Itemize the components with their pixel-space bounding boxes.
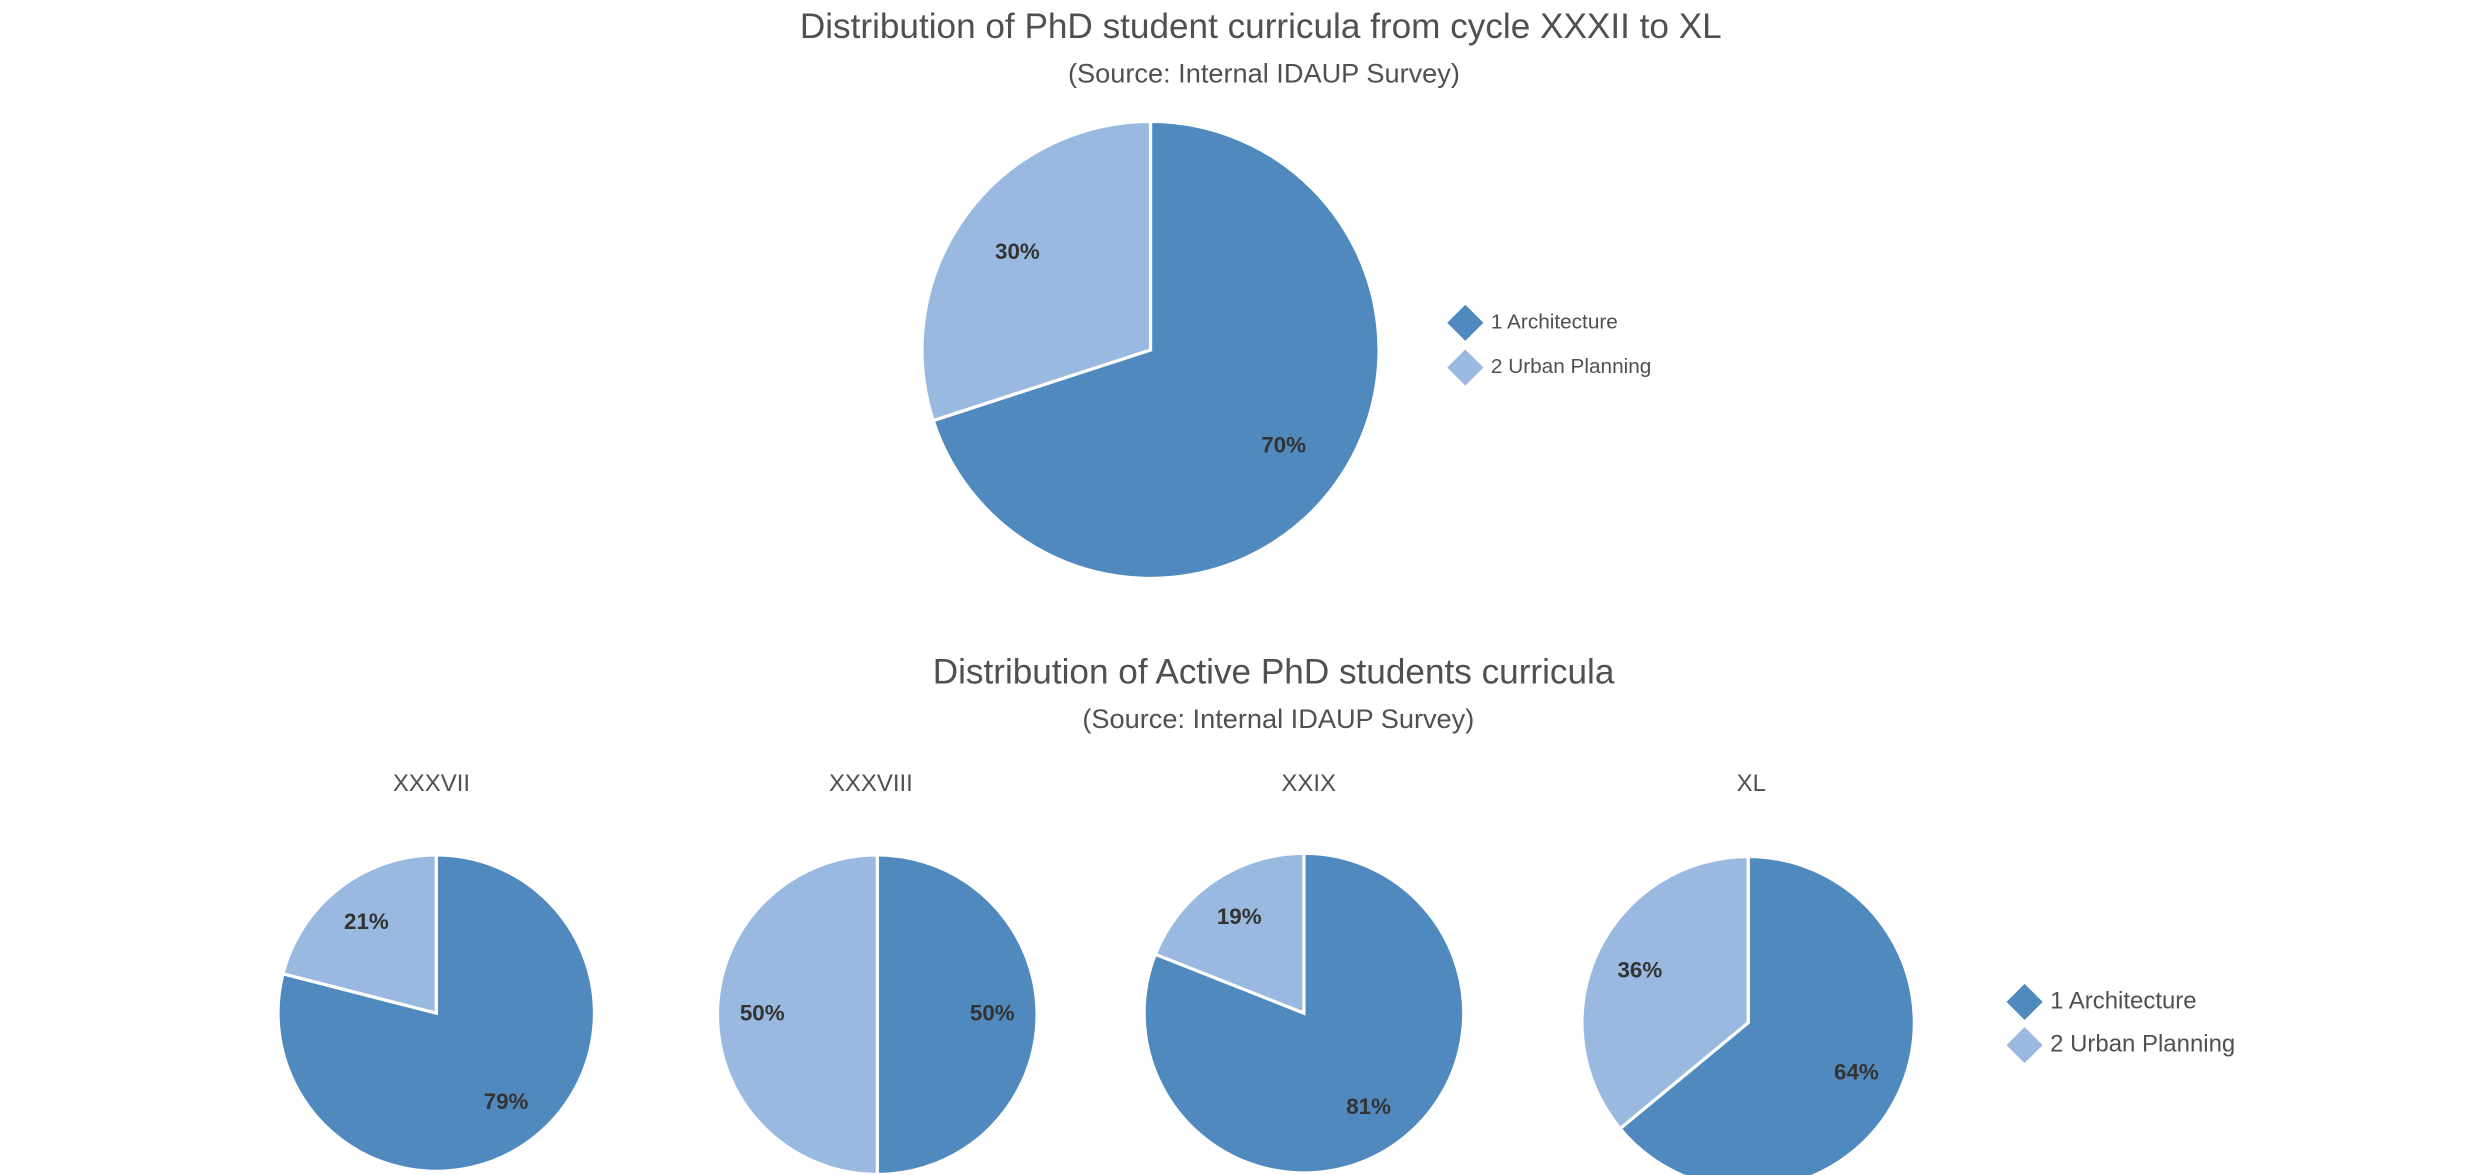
panel-title: Distribution of Active PhD students curr… — [933, 653, 1615, 692]
legend-marker — [2006, 1026, 2043, 1064]
data-label: 50% — [740, 1001, 785, 1026]
pie-slice — [1617, 854, 1916, 1175]
legend-label: 2 Urban Planning — [2050, 1030, 2235, 1057]
pie-title: XL — [1737, 770, 1766, 797]
data-label: 81% — [1346, 1094, 1391, 1119]
pie-slice — [920, 119, 1153, 423]
data-label: 79% — [484, 1089, 529, 1114]
pie-title: XXXVII — [393, 770, 470, 797]
legend-label: 1 Architecture — [1491, 310, 1618, 333]
pie-slice — [281, 853, 438, 1016]
legend-marker — [1447, 349, 1484, 386]
data-label: 30% — [995, 239, 1040, 264]
panel-subtitle: (Source: Internal IDAUP Survey) — [1082, 703, 1474, 734]
pie-title: XXIX — [1281, 770, 1336, 797]
data-label: 64% — [1834, 1060, 1879, 1085]
data-label: 50% — [970, 1001, 1015, 1026]
data-label: 70% — [1261, 433, 1306, 458]
data-label: 19% — [1217, 904, 1262, 929]
chart-title: Distribution of PhD student curricula fr… — [800, 7, 1722, 46]
pie-slice — [1153, 851, 1306, 1016]
legend-marker — [1447, 304, 1484, 341]
legend-label: 1 Architecture — [2050, 987, 2196, 1014]
pie-slice — [715, 853, 879, 1175]
pie-title: XXXVIII — [829, 770, 913, 797]
legend-label: 2 Urban Planning — [1491, 355, 1651, 378]
data-label: 36% — [1617, 958, 1662, 983]
pie-slice — [1580, 854, 1750, 1131]
chart-subtitle: (Source: Internal IDAUP Survey) — [1068, 57, 1460, 88]
pie-slice — [276, 853, 597, 1173]
pie-slice — [931, 119, 1381, 581]
legend-marker — [2006, 983, 2043, 1021]
data-label: 21% — [344, 909, 389, 934]
pie-slice — [875, 853, 1039, 1175]
